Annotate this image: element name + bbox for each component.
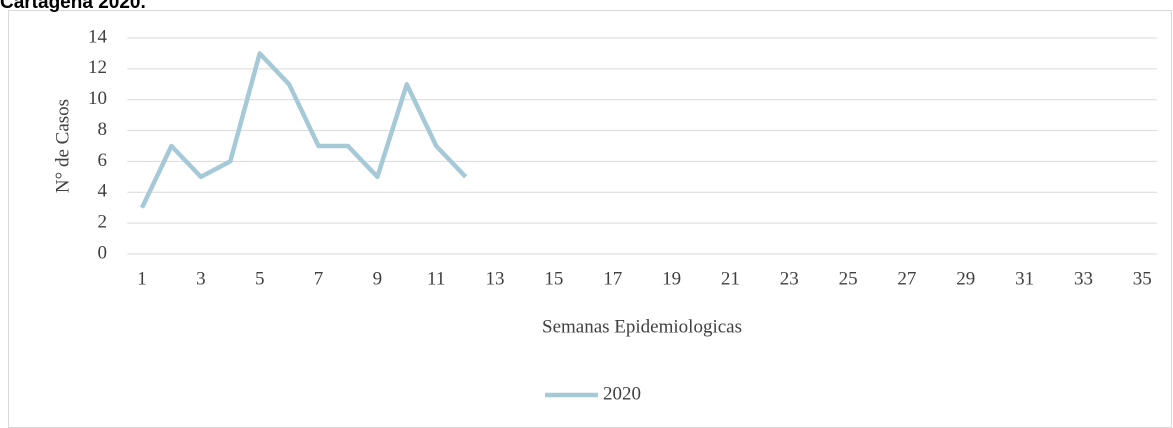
- x-tick-label: 21: [721, 268, 740, 289]
- x-tick-label: 33: [1074, 268, 1093, 289]
- x-tick-label: 35: [1133, 268, 1152, 289]
- x-tick-label: 9: [373, 268, 383, 289]
- y-axis-title: N° de Casos: [52, 99, 73, 193]
- x-tick-label: 31: [1015, 268, 1034, 289]
- y-tick-label: 0: [98, 242, 108, 263]
- y-tick-label: 4: [98, 181, 108, 202]
- y-tick-label: 6: [98, 150, 108, 171]
- x-tick-label: 13: [486, 268, 505, 289]
- data-line: [139, 51, 468, 209]
- x-tick-label: 11: [427, 268, 445, 289]
- x-tick-label: 25: [839, 268, 858, 289]
- y-tick-label: 14: [88, 26, 108, 47]
- x-tick-label: 19: [662, 268, 681, 289]
- x-axis-title: Semanas Epidemiologicas: [542, 316, 742, 337]
- x-tick-label: 15: [544, 268, 563, 289]
- x-tick-label: 29: [956, 268, 975, 289]
- x-tick-label: 23: [780, 268, 799, 289]
- x-tick-label: 7: [314, 268, 324, 289]
- x-tick-label: 17: [603, 268, 622, 289]
- x-tick-label: 27: [897, 268, 916, 289]
- chart-title: Cartagena 2020.: [0, 0, 146, 13]
- y-tick-label: 10: [88, 88, 107, 109]
- legend-label: 2020: [603, 383, 641, 404]
- y-tick-label: 12: [88, 57, 107, 78]
- y-tick-label: 8: [98, 119, 108, 140]
- x-tick-label: 1: [137, 268, 147, 289]
- y-tick-label: 2: [98, 212, 108, 233]
- chart-frame: [8, 10, 1172, 428]
- x-tick-label: 5: [255, 268, 265, 289]
- x-tick-label: 3: [196, 268, 206, 289]
